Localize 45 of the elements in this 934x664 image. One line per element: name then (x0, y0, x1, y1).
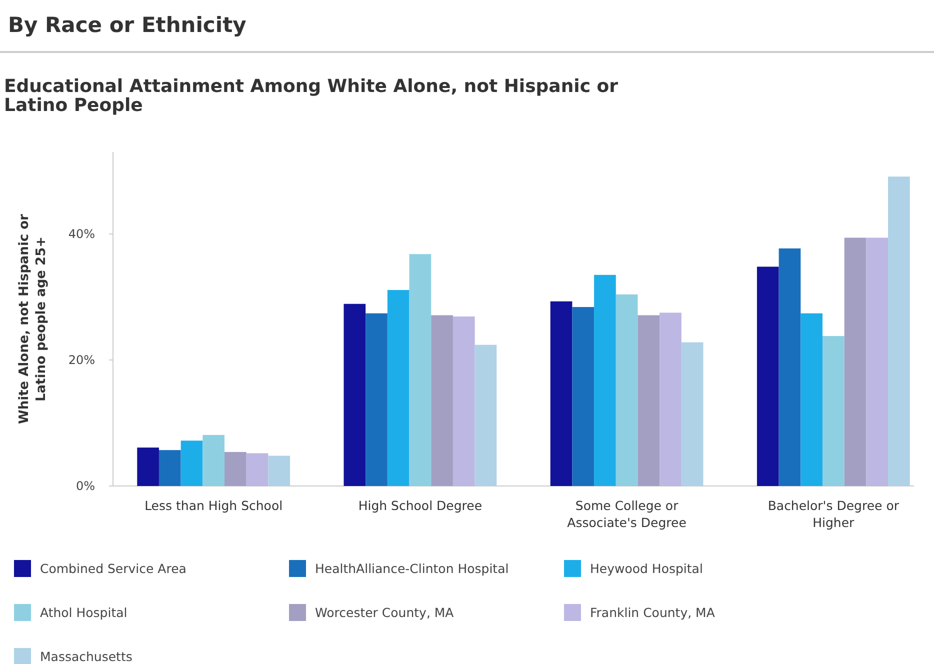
bar (681, 342, 704, 486)
legend-label: Franklin County, MA (590, 605, 716, 620)
bar (616, 294, 638, 486)
bar (431, 315, 453, 486)
y-tick-label: 40% (68, 227, 95, 242)
chart-title: By Race or Ethnicity (8, 13, 247, 37)
bar (246, 453, 268, 486)
bar (366, 313, 388, 486)
bar (344, 304, 366, 486)
bar (822, 336, 844, 486)
bar (756, 266, 779, 486)
bar (224, 452, 246, 486)
bar (844, 238, 866, 486)
bar (572, 307, 594, 486)
legend-label: HealthAlliance-Clinton Hospital (315, 561, 509, 576)
y-tick-label: 20% (68, 353, 95, 368)
x-tick-label: Some College or Associate's Degree (567, 498, 687, 530)
bar (137, 448, 159, 486)
bar (660, 312, 682, 486)
bar (158, 450, 181, 486)
legend-label: Combined Service Area (40, 561, 186, 576)
x-tick-label: Bachelor's Degree or Higher (768, 498, 900, 530)
bar (778, 248, 801, 486)
x-tick-label: High School Degree (358, 498, 482, 513)
legend-label: Massachusetts (40, 649, 132, 664)
bar (638, 315, 660, 486)
y-axis-title: White Alone, not Hispanic or Latino people age 25+ (17, 213, 49, 424)
bar (387, 290, 410, 486)
bar (888, 176, 910, 486)
y-tick-label: 0% (76, 479, 95, 494)
x-tick-label: Less than High School (144, 498, 283, 513)
bar (594, 274, 616, 486)
legend-label: Athol Hospital (40, 605, 128, 620)
legend-label: Worcester County, MA (315, 605, 454, 620)
bar (474, 344, 497, 486)
bar (268, 456, 290, 486)
bar (202, 434, 224, 486)
bar (452, 316, 475, 486)
legend-label: Heywood Hospital (590, 561, 703, 576)
bar (866, 238, 888, 486)
bar (550, 301, 572, 486)
bar (180, 440, 203, 486)
bar (800, 313, 822, 486)
chart-subtitle: Educational Attainment Among White Alone, not Hispanic or Latino People (4, 76, 618, 116)
bar (409, 254, 432, 486)
